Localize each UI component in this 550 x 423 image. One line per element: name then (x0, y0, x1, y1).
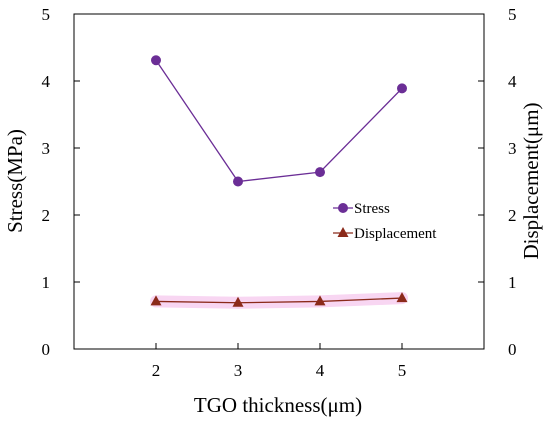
y-tick-label: 4 (42, 72, 51, 91)
x-tick-label: 3 (234, 361, 243, 380)
series-displacement (150, 292, 408, 307)
y-tick-label: 5 (42, 5, 51, 24)
x-axis-title: TGO thickness(μm) (194, 393, 362, 417)
data-point (314, 295, 326, 306)
data-point (397, 83, 407, 94)
y-tick-label: 3 (42, 139, 51, 158)
series-line (155, 297, 403, 304)
data-point (233, 176, 243, 187)
y2-tick-label: 5 (508, 5, 517, 24)
legend-displacement-marker (337, 227, 349, 237)
y2-tick-label: 3 (508, 139, 517, 158)
series-stress (151, 55, 407, 187)
y2-tick-label: 2 (508, 206, 517, 225)
data-point (315, 167, 325, 178)
series-layer (150, 55, 408, 309)
y2-tick-label: 1 (508, 273, 517, 292)
legend-displacement-label: Displacement (354, 226, 437, 242)
y-axis-title: Stress(MPa) (3, 129, 27, 233)
y-tick-label: 1 (42, 273, 51, 292)
y-tick-label: 2 (42, 206, 51, 225)
data-point (232, 296, 244, 307)
legend: Stress Displacement (333, 201, 437, 242)
data-point (151, 55, 161, 66)
plot-frame (73, 13, 485, 350)
x-tick-label: 4 (316, 361, 325, 380)
x-tick-label: 5 (398, 361, 407, 380)
plot-border (73, 13, 485, 350)
y-tick-label: 0 (42, 340, 51, 359)
y2-tick-label: 4 (508, 72, 517, 91)
series-line (155, 59, 403, 183)
data-point (150, 295, 162, 306)
axis-ticks: 2 3 4 5 0 1 2 3 4 5 0 1 2 3 4 5 (42, 5, 518, 380)
data-point (396, 292, 408, 303)
legend-stress-marker (338, 203, 348, 213)
x-tick-label: 2 (152, 361, 161, 380)
legend-stress-label: Stress (354, 201, 390, 217)
y2-tick-label: 0 (508, 340, 517, 359)
y2-axis-title: Displacement(μm) (519, 102, 543, 259)
